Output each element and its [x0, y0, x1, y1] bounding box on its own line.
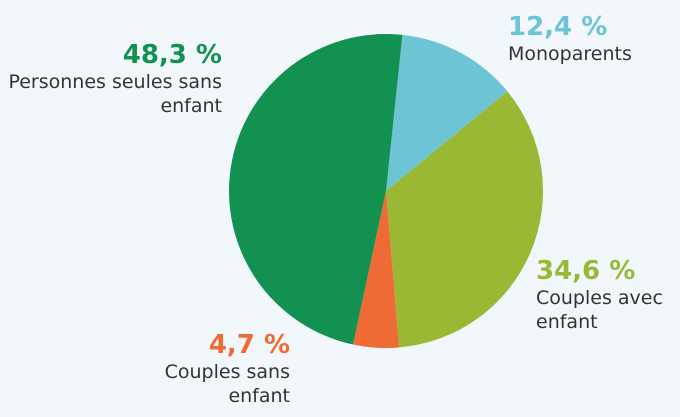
slice-label: 48,3 % Personnes seules sans enfant [0, 40, 222, 118]
category-label: Personnes seules sans enfant [8, 71, 222, 117]
pie-slice [229, 34, 403, 345]
pie-slice [386, 34, 508, 191]
category-label: Couples sans enfant [164, 361, 290, 407]
slice-label: 34,6 % Couples avec enfant [536, 256, 680, 334]
pie-slice [353, 191, 400, 348]
percent-label: 48,3 % [122, 40, 222, 70]
slice-label: 4,7 % Couples sans enfant [140, 330, 290, 408]
pie-slice [386, 91, 543, 348]
percent-label: 12,4 % [508, 12, 608, 42]
category-label: Couples avec enfant [536, 287, 663, 333]
percent-label: 34,6 % [536, 256, 636, 286]
category-label: Monoparents [508, 43, 632, 65]
percent-label: 4,7 % [208, 330, 290, 360]
slice-label: 12,4 % Monoparents [508, 12, 678, 66]
